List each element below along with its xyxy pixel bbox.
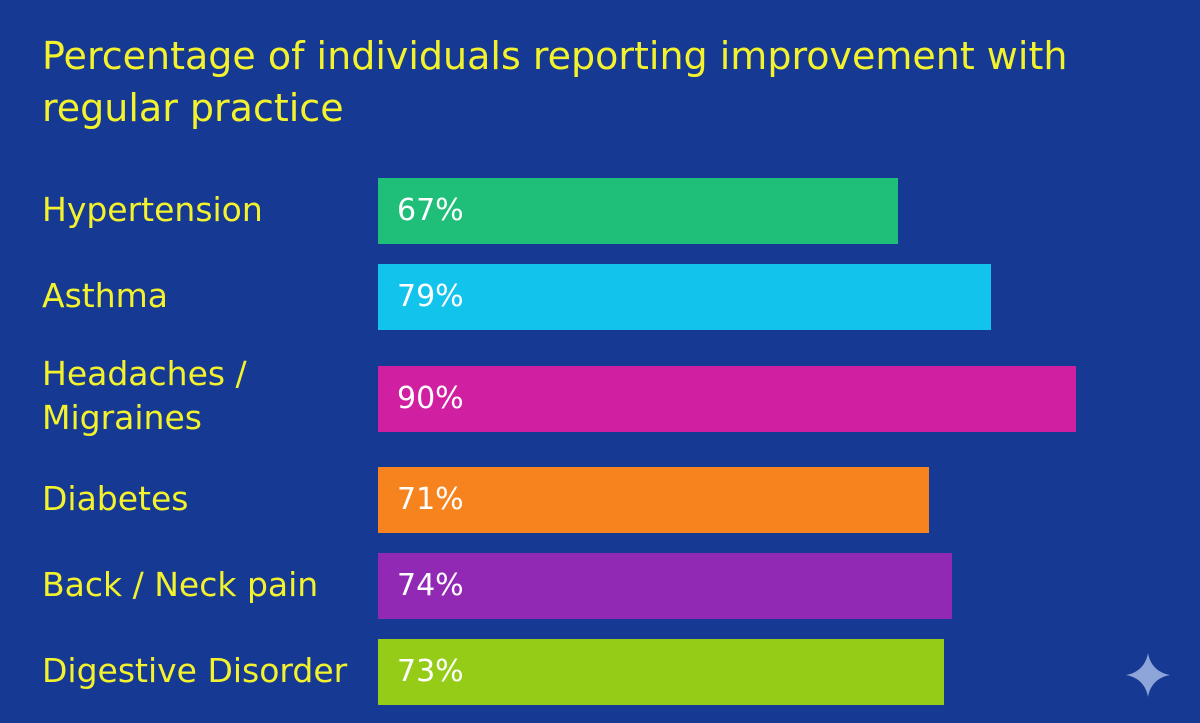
category-label-line: Back / Neck pain: [42, 565, 319, 604]
category-label: Back / Neck pain: [42, 563, 318, 607]
bar-value-label: 71%: [397, 482, 464, 517]
chart-title: Percentage of individuals reporting impr…: [42, 34, 1068, 130]
bar: [378, 639, 944, 705]
bar-value-label: 67%: [397, 193, 464, 228]
bar: [378, 264, 991, 330]
category-label-line: Diabetes: [42, 479, 189, 518]
category-label: Diabetes: [42, 477, 189, 521]
bar-value-label: 90%: [397, 381, 464, 416]
category-label-line: Asthma: [42, 276, 168, 315]
bar-value-label: 74%: [397, 568, 464, 603]
category-label-line: Headaches /: [42, 354, 247, 393]
category-label: Asthma: [42, 274, 168, 318]
category-label-line: Digestive Disorder: [42, 651, 348, 690]
sparkle-shape: [1126, 653, 1170, 697]
bar: [378, 366, 1076, 432]
bar: [378, 178, 898, 244]
category-label: Hypertension: [42, 188, 263, 232]
bar: [378, 467, 929, 533]
category-label-line: Hypertension: [42, 190, 263, 229]
bar-value-label: 73%: [397, 654, 464, 689]
bar: [378, 553, 952, 619]
sparkle-icon: [1124, 651, 1172, 699]
category-label: Digestive Disorder: [42, 649, 347, 693]
category-label: Headaches / Migraines: [42, 352, 247, 440]
category-label-line: Migraines: [42, 398, 202, 437]
bar-value-label: 79%: [397, 279, 464, 314]
